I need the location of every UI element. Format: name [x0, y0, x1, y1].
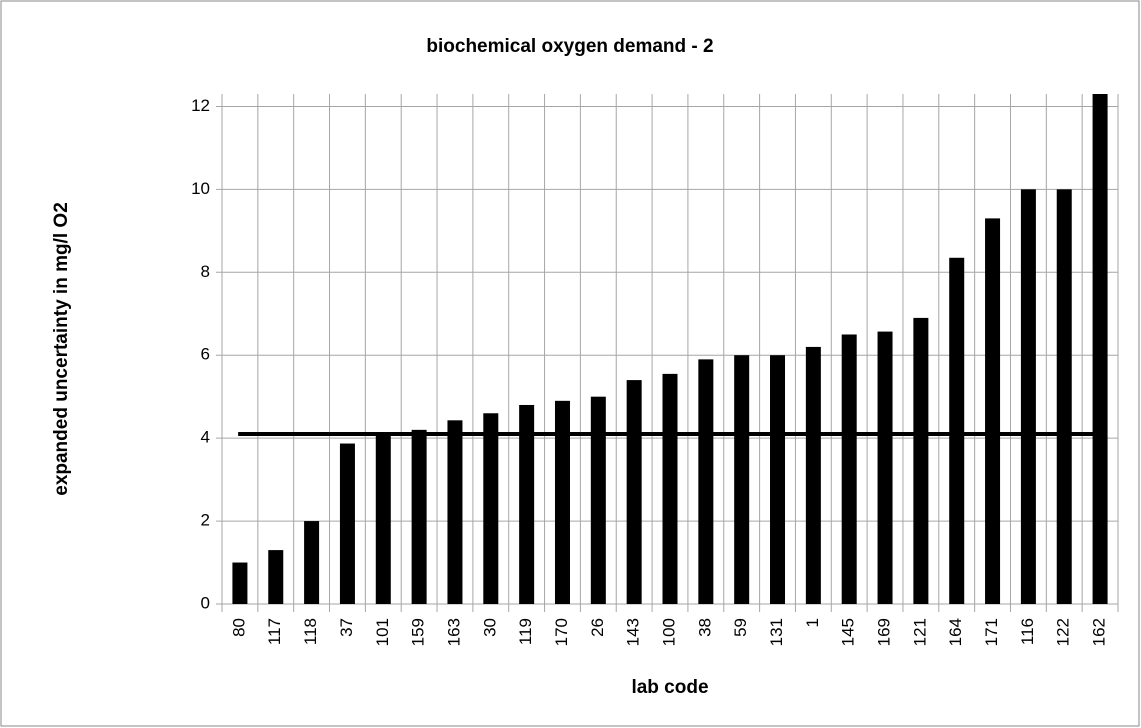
bar: [985, 218, 1001, 604]
bar: [734, 355, 750, 604]
bar: [411, 429, 427, 604]
x-tick-label: 59: [731, 618, 750, 637]
y-tick-label: 0: [201, 593, 210, 612]
y-tick-label: 6: [201, 345, 210, 364]
x-tick-label: 162: [1090, 618, 1109, 646]
x-tick-label: 100: [659, 618, 678, 646]
bar: [519, 404, 535, 604]
x-tick-label: 37: [337, 618, 356, 637]
x-tick-label: 171: [982, 618, 1001, 646]
x-tick-label: 101: [373, 618, 392, 646]
y-tick-label: 12: [191, 96, 210, 115]
bar: [1092, 94, 1108, 604]
x-tick-label: 159: [409, 618, 428, 646]
x-tick-label: 145: [839, 618, 858, 646]
y-tick-label: 2: [201, 511, 210, 530]
bar: [1020, 189, 1036, 605]
bar: [841, 334, 857, 604]
x-tick-label: 30: [480, 618, 499, 637]
x-tick-label: 116: [1018, 618, 1037, 645]
bar: [304, 521, 320, 604]
bar: [913, 317, 929, 604]
x-axis-label: lab code: [631, 677, 708, 698]
bar: [949, 257, 965, 604]
bar: [770, 355, 786, 604]
y-tick-label: 4: [201, 428, 210, 447]
bar: [483, 413, 499, 604]
bar: [1056, 189, 1072, 605]
bar: [805, 346, 821, 604]
bar: [662, 373, 678, 604]
x-tick-label: 170: [552, 618, 571, 646]
y-tick-label: 8: [201, 262, 210, 281]
x-tick-label: 131: [767, 618, 786, 646]
x-tick-label: 1: [803, 618, 822, 627]
x-tick-label: 117: [265, 618, 284, 645]
x-tick-label: 26: [588, 618, 607, 637]
chart-title: biochemical oxygen demand - 2: [426, 36, 713, 57]
bar: [268, 550, 284, 604]
y-tick-label: 10: [191, 179, 210, 198]
x-tick-label: 121: [910, 618, 929, 646]
x-tick-label: 164: [946, 618, 965, 646]
bar: [590, 396, 606, 604]
x-tick-label: 143: [624, 618, 643, 646]
x-tick-label: 169: [875, 618, 894, 646]
bar: [447, 420, 463, 604]
x-tick-label: 80: [229, 618, 248, 637]
bar: [232, 562, 248, 604]
bar: [626, 380, 642, 604]
bar: [554, 400, 570, 604]
x-tick-label: 38: [695, 618, 714, 637]
x-tick-label: 118: [301, 618, 320, 645]
bar: [698, 359, 714, 604]
bar: [339, 443, 355, 604]
bar: [375, 434, 391, 604]
y-axis-label: expanded uncertainty in mg/l O2: [51, 202, 72, 496]
x-tick-label: 119: [516, 618, 535, 645]
x-tick-label: 122: [1054, 618, 1073, 646]
x-tick-label: 163: [444, 618, 463, 646]
bar: [877, 331, 893, 604]
